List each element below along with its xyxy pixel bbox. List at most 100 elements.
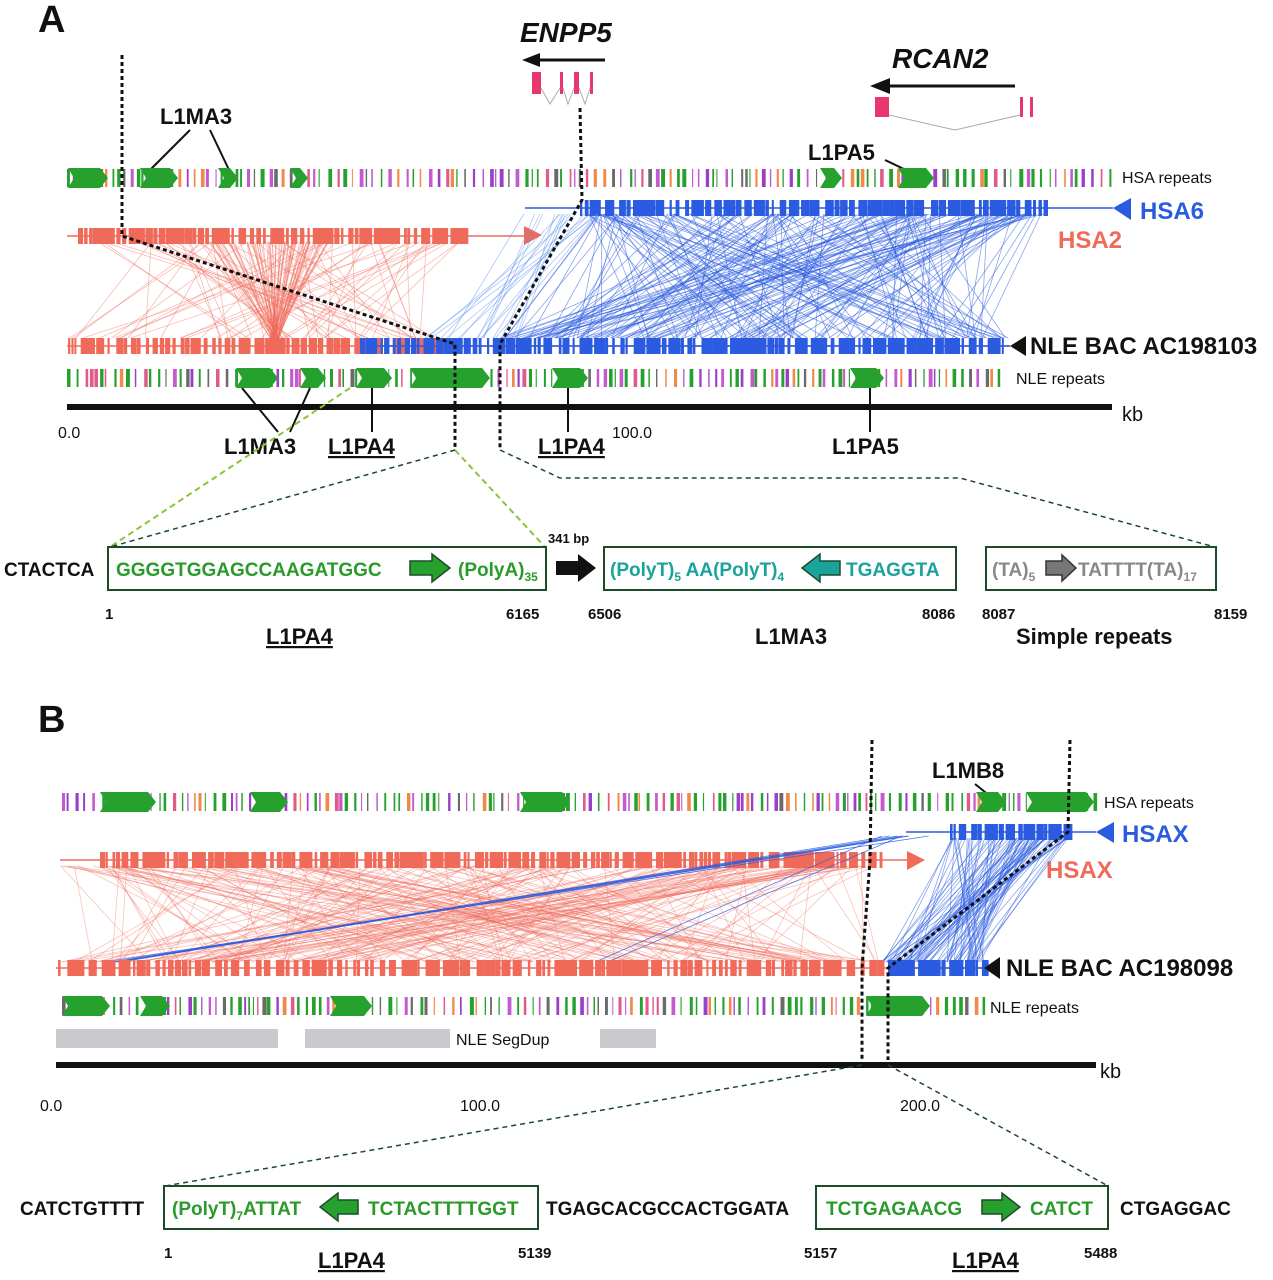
aligned-block <box>987 338 997 354</box>
repeat-element <box>856 169 860 187</box>
aligned-block <box>554 960 562 976</box>
l1-repeat-element <box>552 368 588 388</box>
breakpoint-line <box>860 739 874 1060</box>
repeat-element <box>609 369 613 387</box>
repeat-element <box>831 369 835 387</box>
synteny-link <box>284 865 632 963</box>
repeat-element <box>1026 169 1031 187</box>
synteny-link <box>297 865 639 963</box>
aligned-block <box>783 852 791 868</box>
aligned-block <box>286 228 289 244</box>
repeat-element <box>495 169 497 187</box>
aligned-block <box>612 338 615 354</box>
repeat-element <box>612 169 615 187</box>
repeat-element <box>62 997 66 1015</box>
synteny-link <box>271 241 305 339</box>
aligned-block <box>992 200 1000 216</box>
aligned-block <box>712 960 717 976</box>
aligned-block <box>291 852 296 868</box>
synteny-link <box>218 241 280 339</box>
aligned-block <box>888 960 894 976</box>
repeat-element <box>419 169 422 187</box>
coord: 6506 <box>588 606 621 623</box>
repeat-element <box>885 369 888 387</box>
aligned-block <box>487 960 496 976</box>
repeat-element <box>306 793 309 811</box>
repeat-element <box>858 793 861 811</box>
synteny-link <box>544 865 799 963</box>
aligned-block <box>276 852 282 868</box>
synteny-link <box>212 865 780 963</box>
aligned-block <box>365 960 369 976</box>
repeat-element <box>969 369 972 387</box>
repeat-element <box>682 169 687 187</box>
aligned-block <box>511 338 516 354</box>
aligned-block <box>851 960 856 976</box>
synteny-link <box>691 213 747 339</box>
repeat-element <box>763 369 766 387</box>
repeat-element <box>490 997 492 1015</box>
aligned-block <box>299 852 307 868</box>
gap-size: 341 bp <box>548 531 589 546</box>
repeat-element <box>318 997 322 1015</box>
synteny-link <box>61 865 479 963</box>
aligned-block <box>760 852 764 868</box>
repeat-element <box>697 169 700 187</box>
synteny-link <box>355 865 533 963</box>
bac-track <box>56 960 989 976</box>
aligned-block <box>707 852 711 868</box>
aligned-block <box>978 200 982 216</box>
panel-b: B L1MB8 HSA repeats HSAX HSAX NLE BAC AC… <box>20 699 1233 1273</box>
aligned-block <box>380 338 383 354</box>
synteny-link <box>323 865 562 963</box>
repeat-element <box>393 793 396 811</box>
repeat-element <box>543 369 546 387</box>
synteny-link <box>207 865 725 963</box>
repeat-element <box>712 169 714 187</box>
label-l1ma3-top: L1MA3 <box>160 104 232 129</box>
exon <box>875 97 889 117</box>
repeat-element <box>406 169 409 187</box>
repeat-element <box>633 369 638 387</box>
aligned-block <box>391 228 399 244</box>
aligned-block <box>579 338 589 354</box>
aligned-block <box>991 824 996 840</box>
aligned-block <box>638 960 645 976</box>
label-l1pa5-bottom: L1PA5 <box>832 434 899 459</box>
aligned-block <box>958 824 966 840</box>
synteny-link <box>751 213 961 339</box>
aligned-block <box>810 338 818 354</box>
aligned-block <box>709 338 713 354</box>
repeat-element <box>134 369 137 387</box>
repeat-element <box>963 169 967 187</box>
aligned-block <box>824 338 827 354</box>
synteny-link <box>955 837 1063 963</box>
aligned-block <box>892 960 900 976</box>
zoom-line <box>887 1064 1109 1187</box>
repeat-element <box>1003 169 1006 187</box>
aligned-block <box>378 228 385 244</box>
repeat-element <box>130 169 134 187</box>
coord: 5139 <box>518 1245 551 1262</box>
aligned-block <box>609 200 615 216</box>
aligned-block <box>803 338 808 354</box>
repeat-element <box>260 169 265 187</box>
synteny-link <box>120 865 128 963</box>
aligned-block <box>508 852 514 868</box>
synteny-link <box>261 241 335 339</box>
repeat-element <box>76 369 79 387</box>
synteny-link <box>129 865 187 963</box>
synteny-link <box>197 241 360 339</box>
synteny-link <box>269 241 278 339</box>
aligned-block <box>669 200 672 216</box>
repeat-element <box>466 793 468 811</box>
aligned-block <box>194 960 201 976</box>
repeat-element <box>186 369 190 387</box>
synteny-link <box>323 865 643 963</box>
repeat-element <box>507 997 512 1015</box>
l1-repeat-element <box>850 368 884 388</box>
repeat-element <box>404 997 408 1015</box>
repeat-element <box>388 169 392 187</box>
aligned-block <box>302 960 310 976</box>
repeat-element <box>482 169 484 187</box>
